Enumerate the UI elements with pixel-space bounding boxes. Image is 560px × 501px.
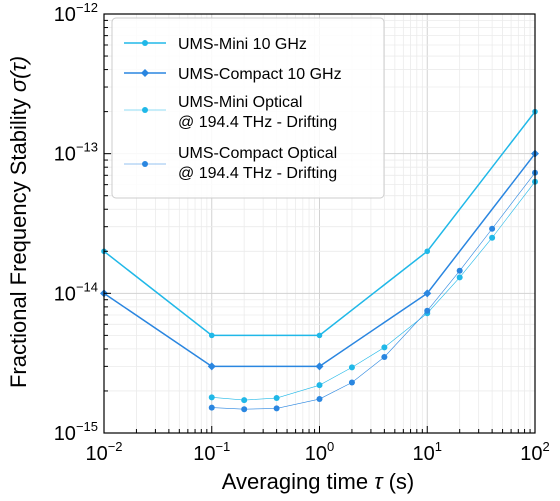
y-tick-label: 10−15 (54, 419, 98, 445)
data-point (316, 332, 323, 339)
legend-label-ums-compact-optical-line1: UMS-Compact Optical (178, 145, 337, 162)
y-tick-label-exponent: −15 (76, 419, 98, 434)
x-tick-labels: 10−2 10−1 100 101 102 (85, 439, 549, 465)
data-point (316, 396, 323, 403)
x-tick-label-exponent: 0 (327, 439, 334, 454)
y-tick-label-exponent: −13 (76, 140, 98, 155)
series-2 (208, 178, 538, 404)
y-tick-label-base: 10 (54, 144, 76, 166)
data-point (316, 382, 323, 389)
data-point (207, 362, 216, 371)
x-tick-label-base: 10 (305, 443, 327, 465)
data-point (208, 404, 215, 411)
y-axis-label-symbol: σ(τ) (6, 56, 31, 92)
x-axis-label-symbol: τ (374, 469, 384, 494)
x-tick-label-exponent: −2 (108, 439, 123, 454)
series-line-3 (211, 172, 536, 410)
series-layer (100, 108, 539, 413)
x-tick-label-base: 10 (85, 443, 107, 465)
tick-marks (103, 19, 531, 434)
legend-label-ums-compact-10ghz: UMS-Compact 10 GHz (178, 66, 342, 83)
y-tick-label-base: 10 (54, 423, 76, 445)
data-point (423, 289, 432, 298)
x-axis-label-suffix: (s) (382, 469, 414, 494)
legend-label-ums-mini-optical-line1: UMS-Mini Optical (178, 94, 302, 111)
legend-marker-ums-mini-10ghz (142, 40, 148, 46)
y-tick-label-exponent: −14 (76, 279, 98, 294)
data-point (315, 362, 324, 371)
data-point (241, 406, 248, 413)
data-point (424, 248, 431, 255)
x-axis-label: Averaging time τ (s) (222, 469, 414, 494)
x-tick-label-exponent: 2 (543, 439, 550, 454)
x-tick-label-base: 10 (520, 443, 542, 465)
data-point (348, 364, 355, 371)
legend-label-ums-mini-optical-line2: @ 194.4 THz - Drifting (178, 114, 337, 131)
legend-box (111, 17, 385, 199)
series-3 (208, 169, 538, 413)
x-tick-label: 10−2 (85, 439, 122, 465)
legend-label-ums-mini-optical: UMS-Mini Optical @ 194.4 THz - Drifting (178, 94, 337, 131)
x-tick-label: 10−1 (193, 439, 230, 465)
legend-marker-ums-compact-optical (142, 161, 148, 167)
data-point (381, 344, 388, 351)
legend-label-ums-compact-optical-line2: @ 194.4 THz - Drifting (178, 165, 337, 182)
data-point (273, 395, 280, 402)
x-tick-label: 101 (413, 439, 442, 465)
legend-label-ums-compact-optical: UMS-Compact Optical @ 194.4 THz - Driftin… (178, 145, 337, 182)
legend-marker-ums-compact-10ghz (141, 69, 149, 77)
data-point (489, 225, 496, 232)
y-tick-label: 10−12 (54, 0, 98, 26)
legend-entry-ums-compact-10ghz: UMS-Compact 10 GHz (124, 66, 342, 83)
legend-entry-ums-mini-10ghz: UMS-Mini 10 GHz (124, 36, 307, 53)
legend: UMS-Mini 10 GHz UMS-Compact 10 GHz UMS-M… (111, 17, 385, 199)
series-1 (100, 149, 539, 371)
data-point (241, 397, 248, 404)
x-tick-label-exponent: −1 (215, 439, 230, 454)
legend-label-ums-mini-10ghz: UMS-Mini 10 GHz (178, 36, 307, 53)
data-point (208, 394, 215, 401)
x-tick-label: 100 (305, 439, 334, 465)
y-tick-label-base: 10 (54, 283, 76, 305)
y-tick-label-exponent: −12 (76, 0, 98, 15)
data-point (381, 354, 388, 361)
x-tick-label: 102 (520, 439, 549, 465)
y-tick-label: 10−14 (54, 279, 98, 305)
x-tick-label-base: 10 (193, 443, 215, 465)
data-point (424, 307, 431, 314)
y-tick-label: 10−13 (54, 140, 98, 166)
y-axis-label: Fractional Frequency Stability σ(τ) (6, 56, 31, 388)
data-point (348, 379, 355, 386)
x-tick-label-exponent: 1 (435, 439, 442, 454)
x-tick-label-base: 10 (413, 443, 435, 465)
x-axis-label-prefix: Averaging time (222, 469, 374, 494)
data-point (273, 405, 280, 412)
legend-marker-ums-mini-optical (142, 107, 148, 113)
y-axis-label-prefix: Fractional Frequency Stability (6, 92, 31, 388)
legend-entry-ums-compact-optical: UMS-Compact Optical @ 194.4 THz - Driftin… (124, 145, 337, 182)
data-point (489, 234, 496, 241)
legend-entry-ums-mini-optical: UMS-Mini Optical @ 194.4 THz - Drifting (124, 94, 337, 131)
series-line-2 (211, 181, 536, 401)
y-tick-label-base: 10 (54, 4, 76, 26)
data-point (456, 274, 463, 281)
data-point (208, 332, 215, 339)
data-point (456, 267, 463, 274)
